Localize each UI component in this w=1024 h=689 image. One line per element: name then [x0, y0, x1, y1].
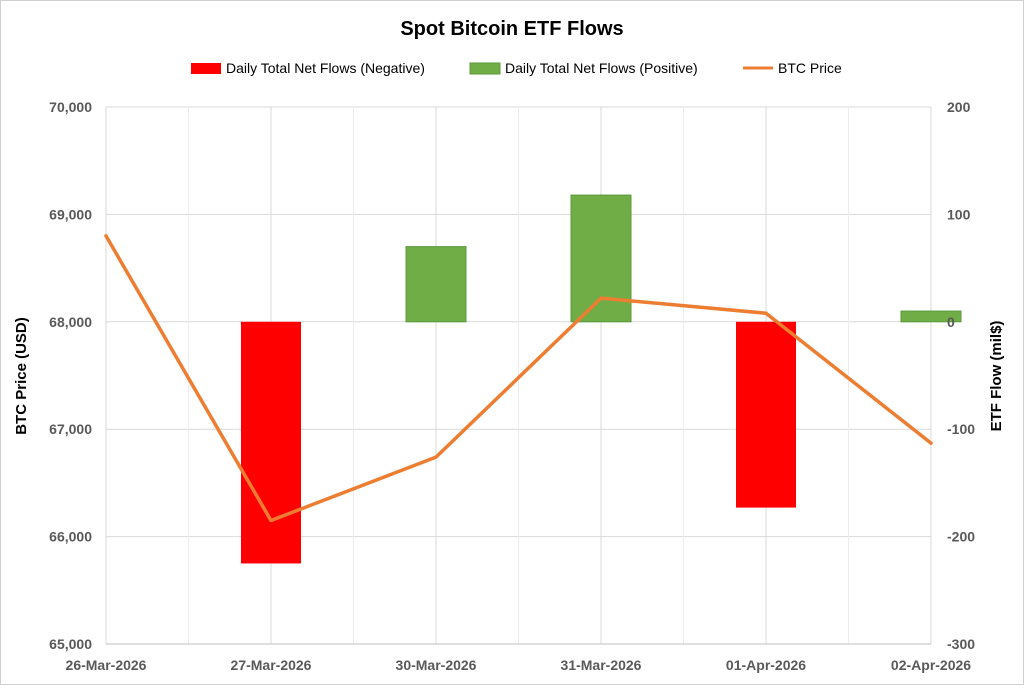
x-tick-label: 31-Mar-2026: [561, 657, 642, 673]
x-tick-label: 27-Mar-2026: [231, 657, 312, 673]
btc-price-point: [929, 441, 933, 445]
bar-negative: [736, 321, 796, 508]
right-tick-label: -100: [947, 421, 975, 437]
btc-price-point: [104, 234, 108, 238]
btc-price-point: [434, 455, 438, 459]
axis-ticks: 65,000 -300 66,000 -200 67,000 -100 68,000 0 69,…: [49, 99, 975, 673]
flow-bars: [241, 194, 962, 564]
right-tick-label: 200: [947, 99, 971, 115]
bar-positive: [570, 194, 632, 323]
x-tick-label: 02-Apr-2026: [891, 657, 971, 673]
left-tick-label: 68,000: [49, 314, 92, 330]
right-tick-label: -200: [947, 529, 975, 545]
left-tick-label: 67,000: [49, 421, 92, 437]
legend: Daily Total Net Flows (Negative) Daily T…: [191, 60, 842, 76]
btc-price-point: [599, 296, 603, 300]
x-tick-label: 26-Mar-2026: [66, 657, 147, 673]
legend-swatch-positive: [469, 62, 501, 75]
chart-title: Spot Bitcoin ETF Flows: [400, 18, 623, 40]
right-tick-label: 100: [947, 206, 971, 222]
left-tick-label: 70,000: [49, 99, 92, 115]
left-tick-label: 66,000: [49, 529, 92, 545]
x-tick-label: 01-Apr-2026: [726, 657, 806, 673]
right-tick-label: 0: [947, 314, 955, 330]
bar-negative: [241, 321, 301, 564]
bar-positive: [405, 246, 467, 323]
left-tick-label: 65,000: [49, 636, 92, 652]
btc-price-point: [764, 311, 768, 315]
right-axis-title: ETF Flow (mil$): [988, 321, 1005, 432]
btc-price-point: [269, 518, 273, 522]
left-axis-title: BTC Price (USD): [13, 317, 30, 435]
left-tick-label: 69,000: [49, 206, 92, 222]
legend-swatch-negative: [191, 63, 221, 74]
right-tick-label: -300: [947, 636, 975, 652]
legend-label-price: BTC Price: [778, 60, 842, 76]
bar-positive: [900, 310, 962, 323]
legend-label-positive: Daily Total Net Flows (Positive): [505, 60, 698, 76]
x-tick-label: 30-Mar-2026: [396, 657, 477, 673]
btc-price-line: [104, 234, 933, 523]
legend-label-negative: Daily Total Net Flows (Negative): [226, 60, 425, 76]
price-line: [104, 234, 933, 523]
